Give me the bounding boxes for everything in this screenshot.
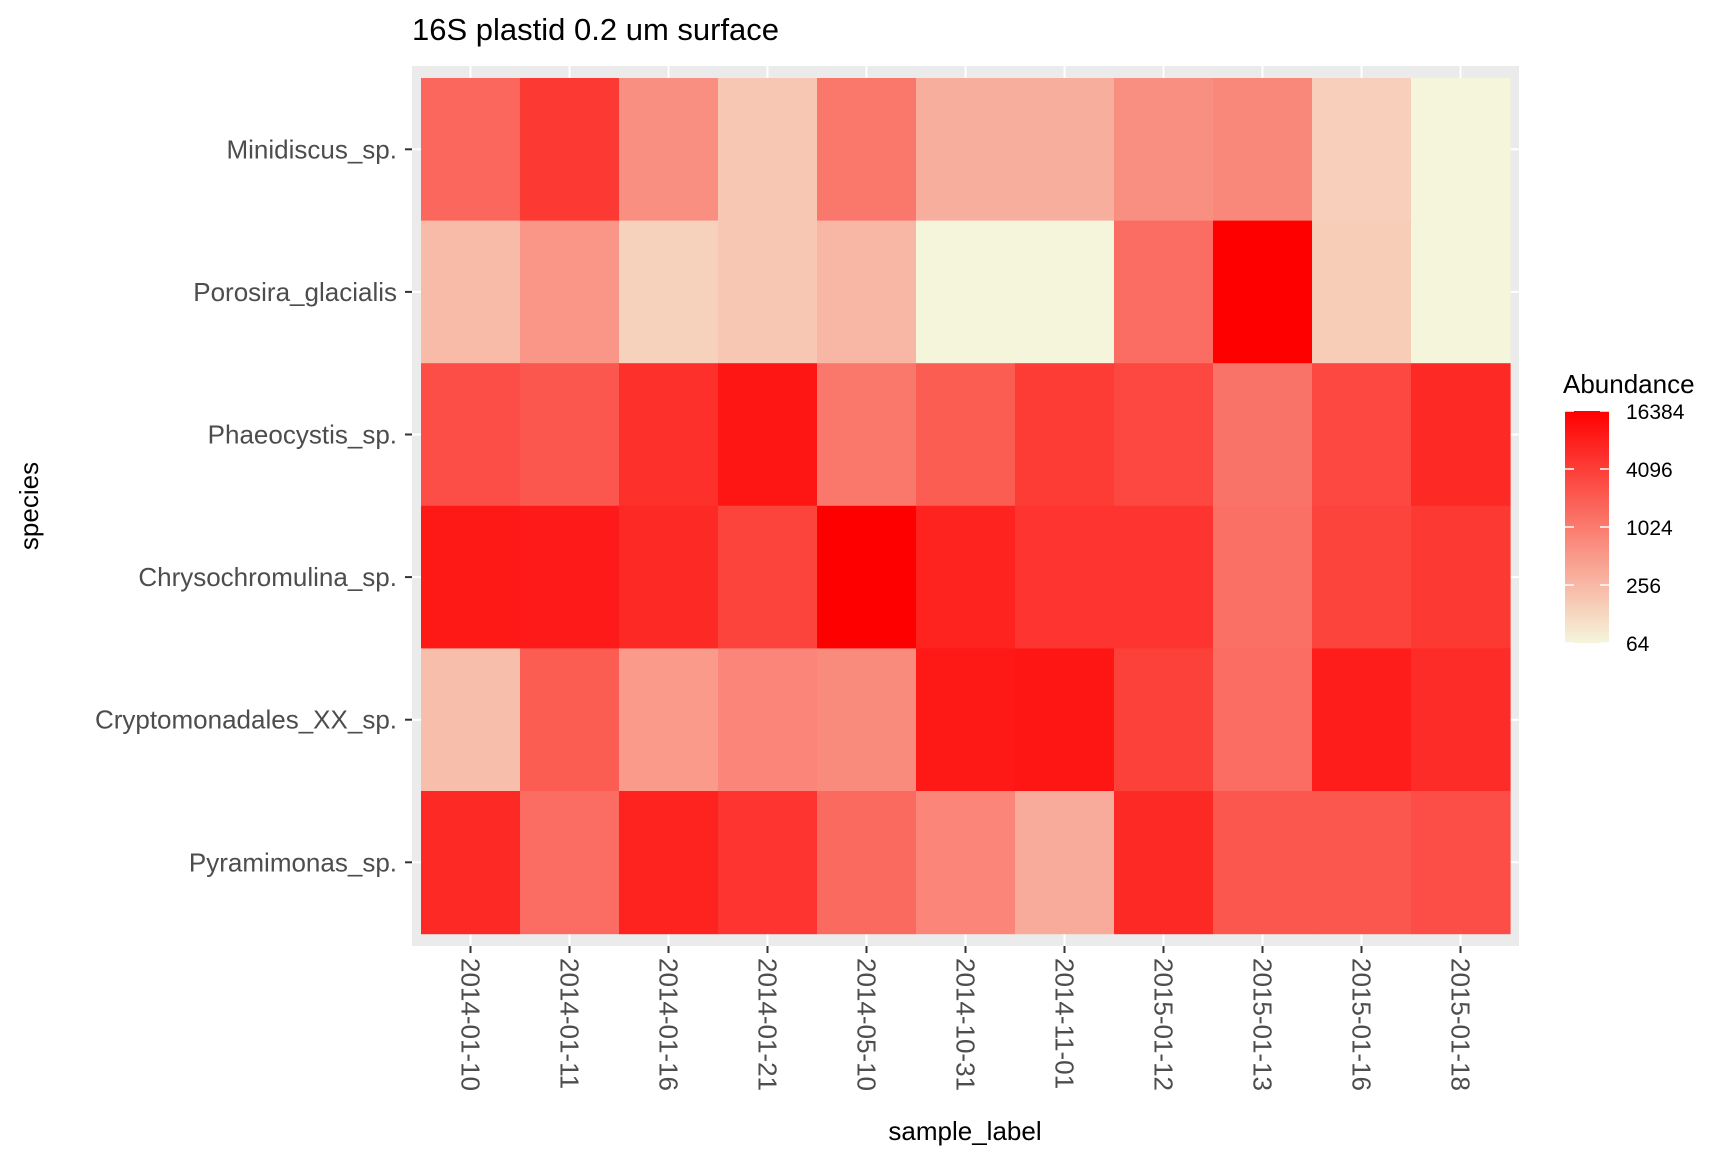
heatmap-cell: [1411, 78, 1511, 222]
chart-title: 16S plastid 0.2 um surface: [412, 12, 779, 47]
heatmap-cell: [1015, 363, 1115, 507]
heatmap-cell: [718, 363, 818, 507]
heatmap-cell: [421, 220, 521, 364]
x-tick-label: 2014-10-31: [951, 958, 981, 1091]
heatmap-cell: [421, 791, 521, 935]
x-axis: 2014-01-10 2014-01-11 2014-01-16 2014-01-21…: [456, 946, 1476, 1091]
heatmap-cell: [1114, 648, 1214, 792]
y-tick-label: Cryptomonadales_XX_sp.: [95, 705, 397, 735]
heatmap-cell: [520, 648, 620, 792]
heatmap-cell: [520, 220, 620, 364]
heatmap-cell: [718, 648, 818, 792]
heatmap-cell: [520, 791, 620, 935]
legend-title: Abundance: [1563, 369, 1695, 399]
heatmap-cell: [1411, 648, 1511, 792]
heatmap-cell: [1213, 505, 1313, 649]
heatmap-cell: [520, 78, 620, 222]
heatmap-cell: [817, 791, 917, 935]
heatmap-cell: [718, 220, 818, 364]
heatmap-cell: [817, 363, 917, 507]
heatmap-cell: [1312, 220, 1412, 364]
color-legend: Abundance 16384 4096 1024 256 64: [1563, 369, 1695, 656]
heatmap-cell: [1312, 363, 1412, 507]
heatmap-cell: [1114, 363, 1214, 507]
heatmap-cell: [421, 648, 521, 792]
x-tick-label: 2015-01-13: [1248, 958, 1278, 1091]
heatmap-cell: [619, 791, 719, 935]
heatmap-cell: [619, 220, 719, 364]
heatmap-cell: [916, 78, 1016, 222]
heatmap-cell: [1015, 791, 1115, 935]
heatmap-cell: [1312, 78, 1412, 222]
heatmap-cell: [916, 220, 1016, 364]
legend-tick-label: 4096: [1626, 459, 1673, 482]
heatmap-cell: [916, 648, 1016, 792]
heatmap-cell: [1213, 220, 1313, 364]
heatmap-cell: [619, 648, 719, 792]
legend-ticks: 16384 4096 1024 256 64: [1565, 401, 1685, 656]
heatmap-cell: [817, 220, 917, 364]
x-tick-label: 2015-01-18: [1446, 958, 1476, 1091]
x-tick-label: 2014-11-01: [1050, 958, 1080, 1089]
y-tick-label: Pyramimonas_sp.: [189, 847, 397, 877]
heatmap-cell: [1411, 791, 1511, 935]
heatmap-cell: [718, 505, 818, 649]
legend-tick-label: 1024: [1626, 517, 1673, 540]
y-tick-label: Phaeocystis_sp.: [208, 420, 397, 450]
heatmap-cell: [1015, 648, 1115, 792]
heatmap-cell: [1411, 220, 1511, 364]
heatmap-cell: [421, 363, 521, 507]
heatmap-cell: [718, 78, 818, 222]
heatmap-cell: [1015, 78, 1115, 222]
x-tick-label: 2014-01-16: [654, 958, 684, 1091]
heatmap-cells: [421, 78, 1511, 935]
heatmap-cell: [1411, 505, 1511, 649]
x-tick-label: 2014-01-11: [555, 958, 585, 1089]
heatmap-cell: [1213, 791, 1313, 935]
heatmap-cell: [619, 78, 719, 222]
legend-tick-label: 64: [1626, 633, 1650, 656]
heatmap-cell: [1312, 505, 1412, 649]
heatmap-cell: [1213, 363, 1313, 507]
heatmap-cell: [1312, 791, 1412, 935]
heatmap-cell: [1015, 220, 1115, 364]
y-tick-label: Minidiscus_sp.: [226, 134, 397, 164]
heatmap-cell: [817, 78, 917, 222]
heatmap-cell: [421, 505, 521, 649]
heatmap-cell: [520, 505, 620, 649]
x-tick-label: 2015-01-16: [1347, 958, 1377, 1091]
x-axis-title: sample_label: [888, 1116, 1041, 1146]
x-tick-label: 2014-01-21: [753, 958, 783, 1091]
heatmap-cell: [718, 791, 818, 935]
y-tick-label: Porosira_glacialis: [193, 277, 397, 307]
heatmap-cell: [1114, 791, 1214, 935]
x-tick-label: 2015-01-12: [1149, 958, 1179, 1091]
y-axis-title: species: [14, 462, 44, 550]
heatmap-cell: [916, 363, 1016, 507]
heatmap-cell: [421, 78, 521, 222]
heatmap-cell: [916, 505, 1016, 649]
y-tick-label: Chrysochromulina_sp.: [138, 562, 397, 592]
heatmap-cell: [520, 363, 620, 507]
y-axis: Minidiscus_sp. Porosira_glacialis Phaeocys…: [95, 134, 412, 877]
x-tick-label: 2014-01-10: [456, 958, 486, 1091]
heatmap-cell: [1411, 363, 1511, 507]
heatmap-cell: [1213, 78, 1313, 222]
heatmap-cell: [1213, 648, 1313, 792]
heatmap-cell: [619, 505, 719, 649]
heatmap-cell: [817, 648, 917, 792]
heatmap-cell: [1312, 648, 1412, 792]
heatmap-cell: [619, 363, 719, 507]
heatmap-cell: [916, 791, 1016, 935]
x-tick-label: 2014-05-10: [852, 958, 882, 1091]
heatmap-cell: [1114, 505, 1214, 649]
heatmap-cell: [817, 505, 917, 649]
heatmap-cell: [1114, 78, 1214, 222]
legend-tick-label: 16384: [1626, 401, 1685, 424]
heatmap-cell: [1114, 220, 1214, 364]
heatmap-cell: [1015, 505, 1115, 649]
legend-tick-label: 256: [1626, 575, 1661, 598]
